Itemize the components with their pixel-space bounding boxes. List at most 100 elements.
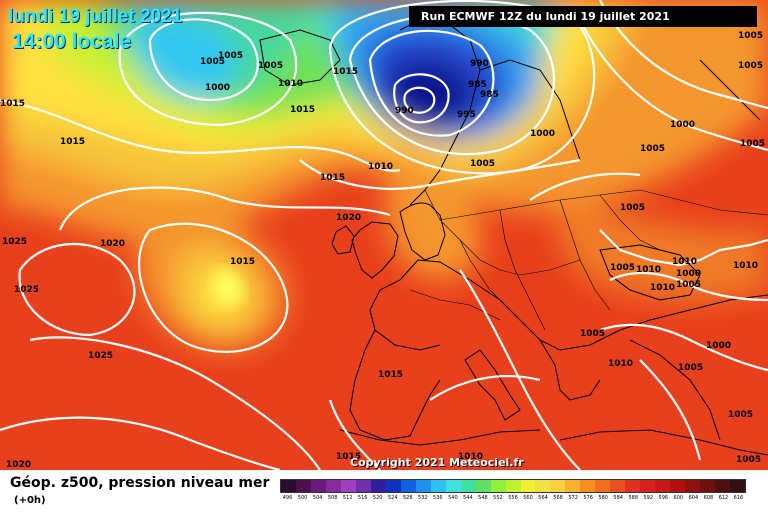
geopotential-map: 1005 1005 1000 1010 1015 1015 1005 1015 … — [0, 0, 768, 470]
isobar-label: 1020 — [336, 213, 361, 223]
legend-swatch — [595, 480, 611, 492]
legend-tick-label: 540 — [448, 495, 458, 501]
legend-swatch — [415, 480, 431, 492]
legend-tick-label: 572 — [568, 495, 578, 501]
legend-swatch — [340, 480, 356, 492]
colour-scale-legend — [280, 479, 746, 493]
isobar-label: 1005 — [738, 31, 763, 41]
legend-swatch — [460, 480, 476, 492]
isobar-label: 1015 — [230, 257, 255, 267]
legend-swatch — [700, 480, 716, 492]
legend-tick-label: 516 — [357, 495, 368, 501]
legend-tick-label: 608 — [703, 495, 714, 501]
legend-swatch — [490, 480, 506, 492]
isobar-label: 1025 — [88, 351, 113, 361]
legend-tick-label: 588 — [628, 495, 638, 501]
copyright-notice: Copyright 2021 Meteociel.fr — [350, 456, 524, 469]
isobar-label: 1005 — [218, 51, 243, 61]
isobar-label: 1015 — [336, 452, 361, 462]
map-footer: Géop. z500, pression niveau mer (+0h) 49… — [0, 470, 768, 512]
legend-tick-label: 560 — [523, 495, 533, 501]
isobar-label: 1015 — [320, 173, 345, 183]
legend-swatch — [310, 480, 326, 492]
legend-swatch — [430, 480, 446, 492]
legend-swatch — [550, 480, 566, 492]
isobar-label: 1020 — [100, 239, 125, 249]
legend-tick-label: 496 — [282, 495, 293, 501]
isobar-label: 1005 — [678, 363, 703, 373]
isobar-label: 1005 — [740, 139, 765, 149]
country-borders — [409, 189, 768, 331]
legend-tick-label: 528 — [402, 495, 413, 501]
isobar-label: 995 — [457, 110, 476, 120]
isobar-label: 1015 — [60, 137, 85, 147]
isobar-labels: 1005 1005 1000 1010 1015 1015 1005 1015 … — [0, 31, 765, 470]
isobar-label: 1005 — [728, 410, 753, 420]
isobar-label: 1005 — [580, 329, 605, 339]
legend-swatch — [385, 480, 401, 492]
legend-tick-label: 524 — [387, 495, 398, 501]
isobar-label: 985 — [480, 90, 499, 100]
legend-tick-label: 544 — [463, 495, 473, 501]
isobar-label: 1010 — [672, 257, 697, 267]
isobar-label: 1025 — [14, 285, 39, 295]
legend-tick-label: 604 — [688, 495, 699, 501]
isobars — [0, 0, 768, 470]
forecast-date: lundi 19 juillet 2021 — [8, 6, 183, 27]
isobar-label: 1020 — [6, 460, 31, 470]
isobar-label: 1005 — [620, 203, 645, 213]
legend-swatch — [715, 480, 731, 492]
isobar-label: 1010 — [608, 359, 633, 369]
legend-tick-label: 512 — [342, 495, 353, 501]
legend-tick-label: 508 — [327, 495, 338, 501]
legend-tick-label: 592 — [643, 495, 654, 501]
isobar-label: 990 — [470, 59, 489, 69]
isobar-label: 1010 — [458, 452, 483, 462]
legend-tick-label: 552 — [493, 495, 503, 501]
isobar-label: 1010 — [650, 283, 675, 293]
legend-swatch — [505, 480, 521, 492]
isobar-label: 1005 — [640, 144, 665, 154]
legend-swatch — [520, 480, 536, 492]
colour-scale-ticks: 496 500 504 508 512 516 520 524 528 532 536 540 544 5… — [280, 495, 746, 505]
legend-tick-label: 564 — [538, 495, 548, 501]
isobar-label: 1005 — [736, 455, 761, 465]
model-run-label: Run ECMWF 12Z du lundi 19 juillet 2021 — [409, 6, 757, 27]
legend-swatch — [535, 480, 551, 492]
legend-tick-label: 500 — [297, 495, 308, 501]
legend-swatch — [640, 480, 656, 492]
isobar-label: 1015 — [0, 99, 25, 109]
isobar-label: 1010 — [636, 265, 661, 275]
legend-swatch — [580, 480, 596, 492]
legend-swatch — [655, 480, 671, 492]
isobar-label: 1000 — [706, 341, 731, 351]
legend-swatch — [670, 480, 686, 492]
isobar-label: 1015 — [290, 105, 315, 115]
isobar-label: 1025 — [2, 237, 27, 247]
isobar-label: 985 — [468, 80, 487, 90]
legend-swatch — [445, 480, 461, 492]
legend-swatch — [281, 480, 296, 492]
legend-tick-label: 568 — [553, 495, 563, 501]
isobar-label: 1000 — [676, 269, 701, 279]
legend-tick-label: 616 — [733, 495, 744, 501]
legend-tick-label: 548 — [478, 495, 488, 501]
legend-swatch — [685, 480, 701, 492]
legend-tick-label: 520 — [372, 495, 383, 501]
legend-tick-label: 504 — [312, 495, 323, 501]
legend-swatch — [400, 480, 416, 492]
isobar-label: 1005 — [200, 57, 225, 67]
isobar-label: 1005 — [470, 159, 495, 169]
legend-tick-label: 580 — [598, 495, 608, 501]
isobar-label: 1005 — [738, 61, 763, 71]
z500-colour-field — [0, 0, 768, 470]
legend-swatch — [625, 480, 641, 492]
legend-swatch — [325, 480, 341, 492]
legend-swatch — [295, 480, 311, 492]
forecast-time: 14:00 locale — [12, 30, 132, 53]
legend-swatch — [565, 480, 581, 492]
legend-tick-label: 556 — [508, 495, 518, 501]
legend-swatch — [370, 480, 386, 492]
isobar-label: 1015 — [378, 370, 403, 380]
